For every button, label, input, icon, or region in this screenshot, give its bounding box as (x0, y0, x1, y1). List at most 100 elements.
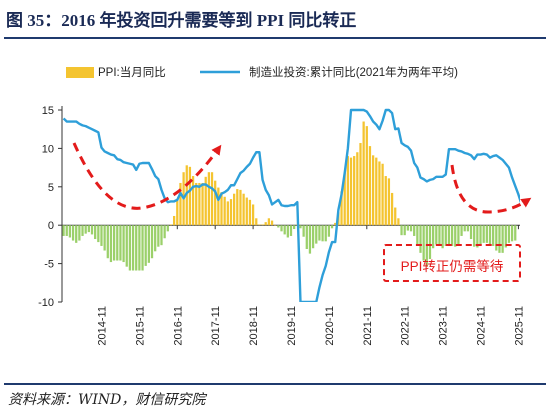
ppi-bar (492, 225, 495, 246)
ppi-bar (255, 218, 258, 226)
ppi-bar (207, 172, 211, 226)
y-tick-label: 15 (42, 105, 54, 117)
ppi-bar (504, 225, 507, 248)
ppi-bar (201, 182, 204, 226)
y-tick-label: 10 (42, 143, 54, 155)
ppi-bar (236, 189, 239, 226)
ppi-bar (403, 225, 406, 236)
ppi-bar (371, 155, 375, 226)
ppi-bar (346, 156, 349, 226)
ppi-bar (466, 225, 470, 232)
ppi-bar (233, 193, 236, 226)
callout-box: PPI转正仍需等待 (383, 244, 521, 282)
ppi-bar (138, 225, 141, 271)
ppi-bar (463, 225, 466, 232)
ppi-bar (261, 224, 264, 226)
y-tick-label: 0 (48, 220, 54, 232)
ppi-bar (428, 225, 432, 259)
ppi-bar (397, 218, 400, 226)
ppi-bar (166, 225, 169, 232)
ppi-bar (150, 225, 154, 259)
ppi-bar (195, 182, 198, 226)
ppi-bar (87, 225, 90, 233)
x-tick-label: 2014-11 (96, 306, 108, 346)
ppi-bar (299, 225, 302, 229)
ppi-bar (106, 225, 109, 259)
ppi-bar (289, 225, 293, 236)
ppi-bar (318, 225, 321, 241)
ppi-bar (495, 225, 498, 251)
ppi-bar (239, 189, 242, 226)
ppi-bar (62, 225, 65, 236)
ppi-bar (343, 172, 346, 226)
ppi-bar (311, 225, 315, 249)
ppi-bar (144, 225, 147, 266)
ppi-bar (100, 225, 103, 246)
ppi-bar (229, 199, 233, 226)
ppi-bar (510, 225, 514, 242)
ppi-bar (356, 152, 359, 226)
ppi-bar (387, 178, 391, 226)
x-tick-label: 2017-11 (210, 306, 222, 346)
ppi-bar (447, 225, 451, 245)
ppi-bar (131, 225, 135, 271)
callout-text: PPI转正仍需等待 (400, 259, 504, 274)
ppi-bar (390, 192, 394, 226)
ppi-bar (501, 225, 504, 253)
ppi-bar (277, 225, 280, 228)
ppi-bar (479, 225, 482, 245)
figure-title: 图 35：2016 年投资回升需要等到 PPI 同比转正 (6, 11, 357, 30)
ppi-bar (248, 199, 252, 226)
ppi-bar (217, 187, 220, 226)
ppi-bar (223, 196, 226, 226)
ppi-bar (365, 126, 368, 226)
ppi-bar (476, 225, 479, 248)
ppi-bar (204, 176, 207, 226)
ppi-bar (109, 225, 113, 263)
ppi-bar (413, 225, 416, 236)
ppi-bar (169, 224, 173, 226)
ppi-bar (359, 143, 362, 226)
ppi-bar (482, 225, 485, 243)
ppi-bar (321, 225, 324, 242)
ppi-bar (507, 225, 511, 243)
ppi-bar (270, 220, 274, 226)
ppi-bar (334, 222, 337, 226)
ppi-bar (302, 225, 305, 237)
ppi-bar (438, 225, 441, 246)
ppi-bar (135, 225, 138, 271)
ppi-bar (488, 225, 492, 245)
x-tick-label: 2018-11 (248, 306, 260, 346)
ppi-bar (258, 224, 261, 226)
ppi-bar (280, 225, 283, 232)
ppi-bar (324, 225, 327, 242)
ppi-bar (432, 225, 435, 249)
title-rule (4, 37, 546, 39)
ppi-bar (191, 176, 195, 226)
legend: PPI:当月同比 制造业投资:累计同比(2021年为两年平均) (66, 65, 458, 79)
ppi-bar (406, 225, 409, 231)
ppi-bar (450, 225, 454, 246)
ppi-bar (188, 166, 192, 226)
ppi-bar (353, 156, 356, 226)
ppi-bar (419, 225, 422, 253)
x-tick-label: 2016-11 (172, 306, 184, 346)
x-tick-label: 2023-11 (438, 306, 450, 346)
ppi-bar (454, 225, 457, 247)
ppi-bar (65, 225, 68, 236)
ppi-bar (381, 163, 384, 226)
ppi-bar (368, 146, 372, 226)
ppi-bar (90, 225, 94, 235)
ppi-bar (160, 225, 163, 246)
ppi-bar (283, 225, 286, 235)
x-tick-label: 2021-11 (362, 306, 374, 346)
ppi-bar (444, 225, 447, 246)
ppi-bar (97, 225, 100, 243)
ppi-bar (498, 225, 501, 253)
ppi-bar (179, 182, 182, 226)
ppi-bar (220, 192, 223, 226)
ppi-bar (330, 225, 334, 229)
ppi-bar (264, 222, 267, 226)
ppi-bar (378, 161, 381, 226)
ppi-bar (473, 225, 476, 247)
